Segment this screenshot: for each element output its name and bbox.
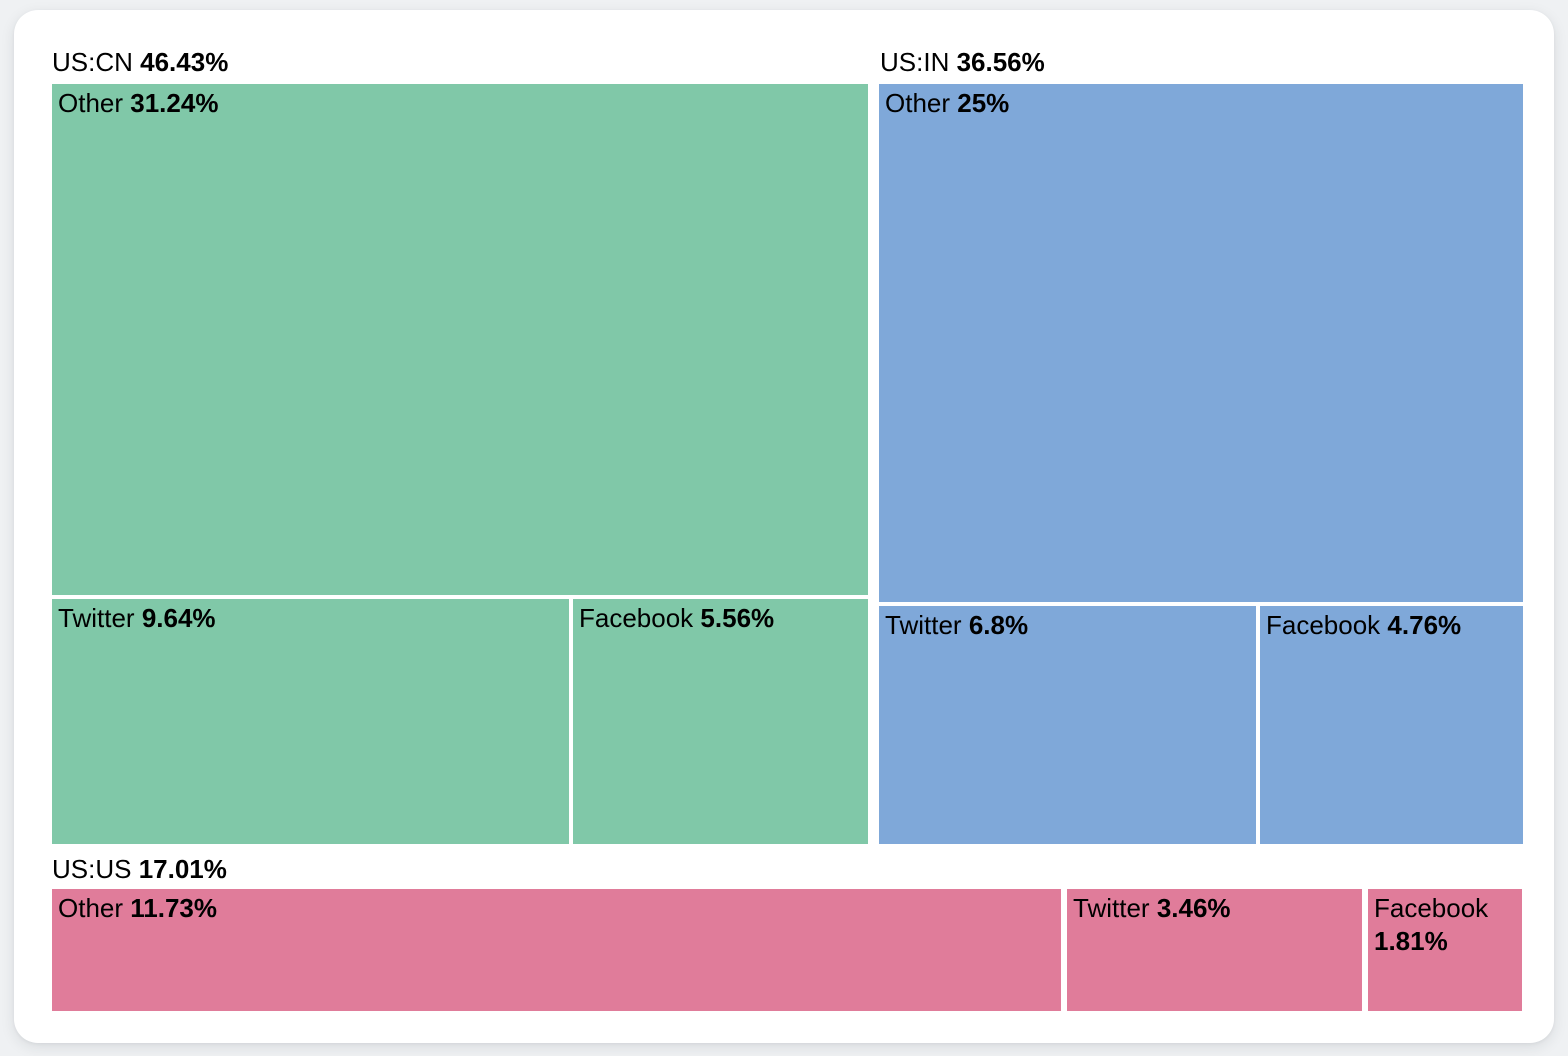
- treemap-cell-us-us-twitter[interactable]: Twitter 3.46%: [1067, 889, 1362, 1011]
- group-label: US:CN: [52, 47, 133, 77]
- group-label: US:IN: [880, 47, 950, 77]
- group-value: 36.56%: [956, 47, 1045, 77]
- treemap-cell-us-in-facebook[interactable]: Facebook 4.76%: [1260, 606, 1523, 844]
- cell-label: Facebook: [1266, 610, 1381, 640]
- treemap-group-us-in: Other 25% Twitter 6.8% Facebook 4.76%: [879, 84, 1523, 844]
- cell-value: 25%: [957, 88, 1010, 118]
- cell-label: Other: [885, 88, 951, 118]
- treemap-group-us-us: Other 11.73% Twitter 3.46% Facebook 1.81…: [52, 889, 1522, 1011]
- cell-label: Twitter: [885, 610, 962, 640]
- group-value: 46.43%: [140, 47, 229, 77]
- group-header-us-us: US:US 17.01%: [52, 853, 227, 886]
- cell-value: 3.46%: [1156, 893, 1231, 923]
- cell-value: 5.56%: [700, 603, 775, 633]
- treemap-group-us-cn: Other 31.24% Twitter 9.64% Facebook 5.56…: [52, 84, 868, 844]
- group-value: 17.01%: [138, 854, 227, 884]
- cell-label: Twitter: [58, 603, 135, 633]
- treemap-cell-us-us-facebook[interactable]: Facebook 1.81%: [1368, 889, 1522, 1011]
- cell-label: Other: [58, 88, 124, 118]
- cell-value: 31.24%: [130, 88, 219, 118]
- cell-value: 11.73%: [130, 893, 218, 923]
- group-label: US:US: [52, 854, 132, 884]
- cell-value: 1.81%: [1374, 926, 1448, 956]
- cell-value: 6.8%: [968, 610, 1029, 640]
- group-header-us-cn: US:CN 46.43%: [52, 46, 228, 79]
- cell-value: 9.64%: [141, 603, 216, 633]
- cell-label: Twitter: [1073, 893, 1150, 923]
- cell-label: Facebook: [1374, 893, 1489, 923]
- treemap-cell-us-cn-facebook[interactable]: Facebook 5.56%: [573, 599, 868, 844]
- treemap-cell-us-in-twitter[interactable]: Twitter 6.8%: [879, 606, 1256, 844]
- treemap-cell-us-in-other[interactable]: Other 25%: [879, 84, 1523, 602]
- cell-label: Facebook: [579, 603, 694, 633]
- treemap-cell-us-cn-other[interactable]: Other 31.24%: [52, 84, 868, 595]
- group-header-us-in: US:IN 36.56%: [880, 46, 1045, 79]
- cell-label: Other: [58, 893, 124, 923]
- treemap-cell-us-cn-twitter[interactable]: Twitter 9.64%: [52, 599, 569, 844]
- treemap-card: US:CN 46.43% Other 31.24% Twitter 9.64% …: [14, 10, 1554, 1043]
- treemap-cell-us-us-other[interactable]: Other 11.73%: [52, 889, 1061, 1011]
- cell-value: 4.76%: [1387, 610, 1462, 640]
